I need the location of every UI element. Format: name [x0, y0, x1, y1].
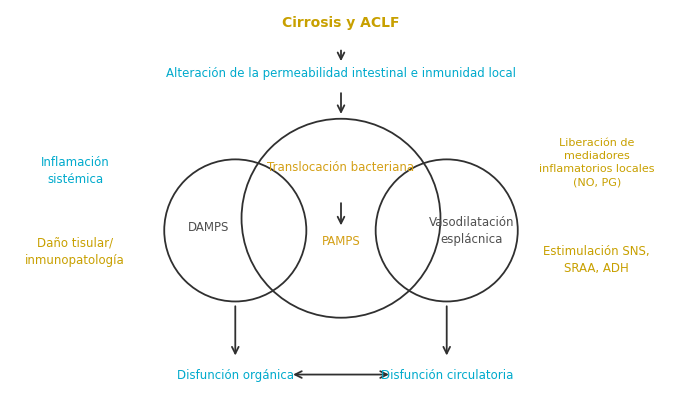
Text: DAMPS: DAMPS [188, 221, 229, 234]
Text: Disfunción circulatoria: Disfunción circulatoria [381, 368, 513, 381]
Text: Cirrosis y ACLF: Cirrosis y ACLF [282, 16, 400, 30]
Text: Estimulación SNS,
SRAA, ADH: Estimulación SNS, SRAA, ADH [544, 244, 650, 274]
Text: Translocación bacteriana: Translocación bacteriana [267, 161, 415, 174]
Text: PAMPS: PAMPS [322, 234, 360, 247]
Text: Inflamación
sistémica: Inflamación sistémica [41, 155, 109, 185]
Text: Liberación de
mediadores
inflamatorios locales
(NO, PG): Liberación de mediadores inflamatorios l… [539, 137, 655, 187]
Text: Alteración de la permeabilidad intestinal e inmunidad local: Alteración de la permeabilidad intestina… [166, 67, 516, 80]
Text: Disfunción orgánica: Disfunción orgánica [177, 368, 294, 381]
Text: Daño tisular/
inmunopatología: Daño tisular/ inmunopatología [25, 236, 125, 266]
Text: Vasodilatación
esplácnica: Vasodilatación esplácnica [429, 216, 514, 246]
